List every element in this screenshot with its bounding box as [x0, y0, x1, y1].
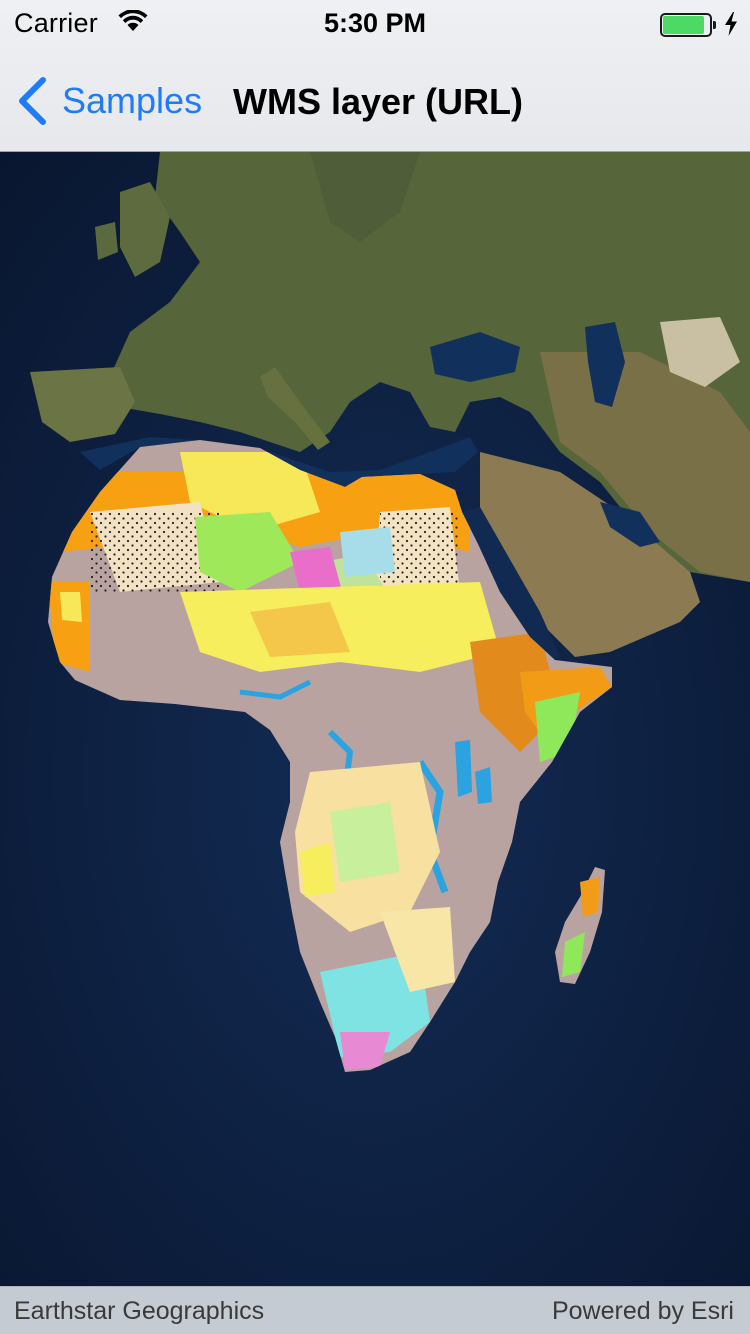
map-view[interactable]: [0, 152, 750, 1286]
status-time: 5:30 PM: [323, 8, 427, 38]
carrier-label: Carrier: [14, 8, 98, 38]
status-bar: Carrier 5:30 PM: [0, 0, 750, 40]
battery-icon: [660, 13, 716, 37]
back-button[interactable]: Samples: [14, 76, 202, 126]
attribution-bar: Earthstar Geographics Powered by Esri: [0, 1286, 750, 1334]
africa-geology-layer: [48, 440, 612, 1072]
page-title: WMS layer (URL): [233, 81, 524, 122]
inland-seas: [80, 322, 660, 662]
charging-bolt-icon: [725, 12, 737, 36]
top-chrome: Carrier 5:30 PM Samples WMS layer (URL): [0, 0, 750, 152]
chevron-left-icon: [19, 77, 46, 125]
basemap-attribution: Earthstar Geographics: [14, 1297, 265, 1325]
back-button-label: Samples: [62, 80, 203, 121]
esri-attribution[interactable]: Powered by Esri: [551, 1297, 734, 1325]
wifi-icon: [118, 10, 148, 31]
navigation-bar: Samples WMS layer (URL): [0, 40, 750, 152]
map-canvas[interactable]: [0, 152, 750, 1286]
